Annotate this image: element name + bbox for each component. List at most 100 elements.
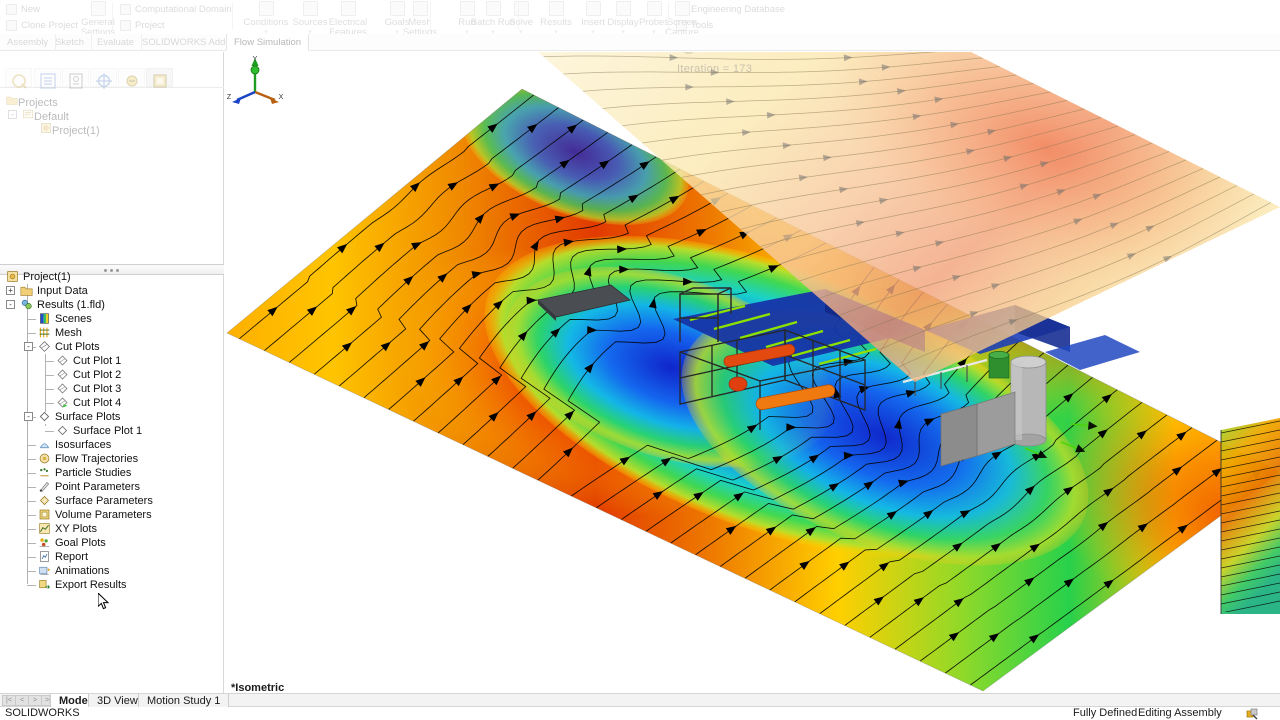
tree-item-project-1-[interactable]: Project(1) (6, 270, 71, 284)
sources-command[interactable]: Sources ▾ (284, 1, 336, 34)
tree-item-isosurfaces[interactable]: Isosurfaces (38, 438, 111, 452)
tree-item-flow-trajectories[interactable]: Flow Trajectories (38, 452, 138, 466)
tree-item-surface-plot-1[interactable]: Surface Plot 1 (56, 424, 142, 438)
tree-item-point-parameters[interactable]: Point Parameters (38, 480, 140, 494)
document-tab-3d-views[interactable]: 3D Views (88, 694, 153, 708)
document-tab-motion-study-1[interactable]: Motion Study 1 (138, 694, 230, 708)
flow-simulation-tree-tab[interactable] (5, 68, 32, 89)
tree-item-goal-plots[interactable]: Goal Plots (38, 536, 106, 550)
status-editing-state: Editing Assembly (1138, 707, 1222, 719)
tree-item-particle-studies[interactable]: Particle Studies (38, 466, 131, 480)
project-tree-item[interactable]: - Default (8, 108, 69, 123)
streamline-arrow (492, 300, 504, 310)
property-manager-tab[interactable] (62, 68, 89, 89)
electrical-features-command[interactable]: Electrical Features▾ (322, 1, 374, 34)
view-triad: Y X Z (227, 56, 284, 104)
chevron-down-icon[interactable]: ▾ (465, 28, 469, 35)
chevron-down-icon[interactable]: ▾ (395, 28, 399, 35)
vertical-plane-streamline (1220, 573, 1280, 587)
chevron-down-icon[interactable]: ▾ (491, 28, 495, 35)
tree-item-cut-plot-1[interactable]: Cut Plot 1 (56, 354, 121, 368)
tools-icon (676, 20, 687, 31)
tree-item-surface-plots[interactable]: Surface Plots (38, 410, 120, 424)
probes-command[interactable]: Probes ▾ (628, 1, 680, 34)
streamline (537, 242, 827, 481)
solve-command[interactable]: Solve ▾ (495, 1, 547, 34)
tree-item-animations[interactable]: Animations (38, 564, 109, 578)
stair-block (940, 391, 1016, 467)
status-fully-defined: Fully Defined (1073, 707, 1138, 719)
tree-expander[interactable]: + (6, 286, 15, 295)
chevron-down-icon[interactable]: ▾ (621, 28, 625, 35)
tree-item-input-data[interactable]: Input Data (20, 284, 88, 298)
tree-expander[interactable]: - (24, 412, 33, 421)
run-command[interactable]: Run ▾ (441, 1, 493, 34)
tab-nav-button-0[interactable]: |< (2, 695, 16, 706)
tree-item-volume-parameters[interactable]: Volume Parameters (38, 508, 152, 522)
streamline-arrow (768, 265, 779, 273)
tree-connector (27, 543, 36, 544)
display-manager-tab[interactable] (146, 68, 173, 88)
tree-item-scenes[interactable]: Scenes (38, 312, 92, 326)
tab-flow-simulation[interactable]: Flow Simulation (226, 34, 310, 51)
vertical-plane-streamline (1220, 447, 1280, 461)
mesh-settings-command[interactable]: Mesh Settings▾ (394, 1, 446, 34)
tab-evaluate[interactable]: Evaluate (90, 34, 142, 51)
chevron-down-icon[interactable]: ▾ (308, 28, 312, 35)
tree-item-xy-plots[interactable]: XY Plots (38, 522, 97, 536)
streamline-arrow (894, 418, 902, 430)
tab-nav-buttons[interactable]: |< < > >| (2, 695, 55, 706)
tree-item-cut-plot-2[interactable]: Cut Plot 2 (56, 368, 121, 382)
chevron-down-icon[interactable]: ▾ (652, 28, 656, 35)
project-command[interactable]: Project (120, 18, 165, 33)
new-project-command[interactable]: New (6, 2, 40, 17)
tree-expander[interactable]: - (8, 110, 17, 119)
chevron-down-icon[interactable]: ▾ (591, 28, 595, 35)
tree-item-cut-plot-4[interactable]: Cut Plot 4 (56, 396, 121, 410)
upper-streamline (760, 142, 1153, 247)
project-tree-item[interactable]: Projects (6, 94, 58, 109)
configuration-manager-tab[interactable] (90, 68, 117, 89)
chevron-down-icon[interactable]: ▾ (519, 28, 523, 35)
tree-item-report[interactable]: Report (38, 550, 88, 564)
computational-domain-command[interactable]: Computational Domain (120, 2, 232, 17)
tree-item-cut-plot-3[interactable]: Cut Plot 3 (56, 382, 121, 396)
streamline-arrow (905, 390, 917, 398)
tab-nav-button-2[interactable]: > (28, 695, 42, 706)
general-settings-command[interactable]: General Settings▾ (72, 1, 124, 34)
tab-nav-button-1[interactable]: < (15, 695, 29, 706)
tree-expander[interactable]: - (6, 300, 15, 309)
tools-command[interactable]: Tools (676, 18, 713, 33)
tab-sketch[interactable]: Sketch (48, 34, 93, 51)
goals-command[interactable]: Goals ▾ (371, 1, 423, 34)
tree-connector (27, 515, 36, 516)
conditions-command[interactable]: Conditions ▾ (240, 1, 292, 34)
tree-item-surface-parameters[interactable]: Surface Parameters (38, 494, 153, 508)
streamline-arrow (878, 562, 890, 572)
chevron-down-icon[interactable]: ▾ (554, 28, 558, 35)
panel-splitter[interactable] (0, 264, 224, 275)
document-tab-model[interactable]: Model (50, 694, 100, 708)
feature-manager-tab[interactable] (34, 68, 61, 89)
tree-connector (27, 459, 36, 460)
graphics-viewport[interactable]: Iteration = 173 Y X Z *Isometric (225, 52, 1280, 693)
tree-item-label: Report (55, 551, 89, 564)
display-command[interactable]: Display ▾ (597, 1, 649, 34)
chevron-down-icon[interactable]: ▾ (264, 28, 268, 35)
tree-item-cut-plots[interactable]: Cut Plots (38, 340, 100, 354)
tree-item-export-results[interactable]: Export Results (38, 578, 127, 592)
tree-item-mesh[interactable]: Mesh (38, 326, 82, 340)
results-command[interactable]: Results ▾ (530, 1, 582, 34)
insert-command[interactable]: Insert ▾ (567, 1, 619, 34)
tree-expander[interactable]: - (24, 342, 33, 351)
clone-project-command[interactable]: Clone Project (6, 18, 78, 33)
surface-parameters-icon (39, 495, 50, 506)
tab-assembly[interactable]: Assembly (0, 34, 57, 51)
dimxpert-manager-tab[interactable] (118, 68, 145, 87)
streamline-arrow (799, 560, 810, 570)
project-tree-item[interactable]: Project(1) (40, 122, 100, 137)
streamline-arrow (1029, 543, 1041, 553)
screen-capture-command[interactable]: Screen Capture▾ (656, 1, 708, 34)
batch-run-command[interactable]: Batch Run ▾ (467, 1, 519, 34)
tree-item-results-1-fld-[interactable]: Results (1.fld) (20, 298, 105, 312)
